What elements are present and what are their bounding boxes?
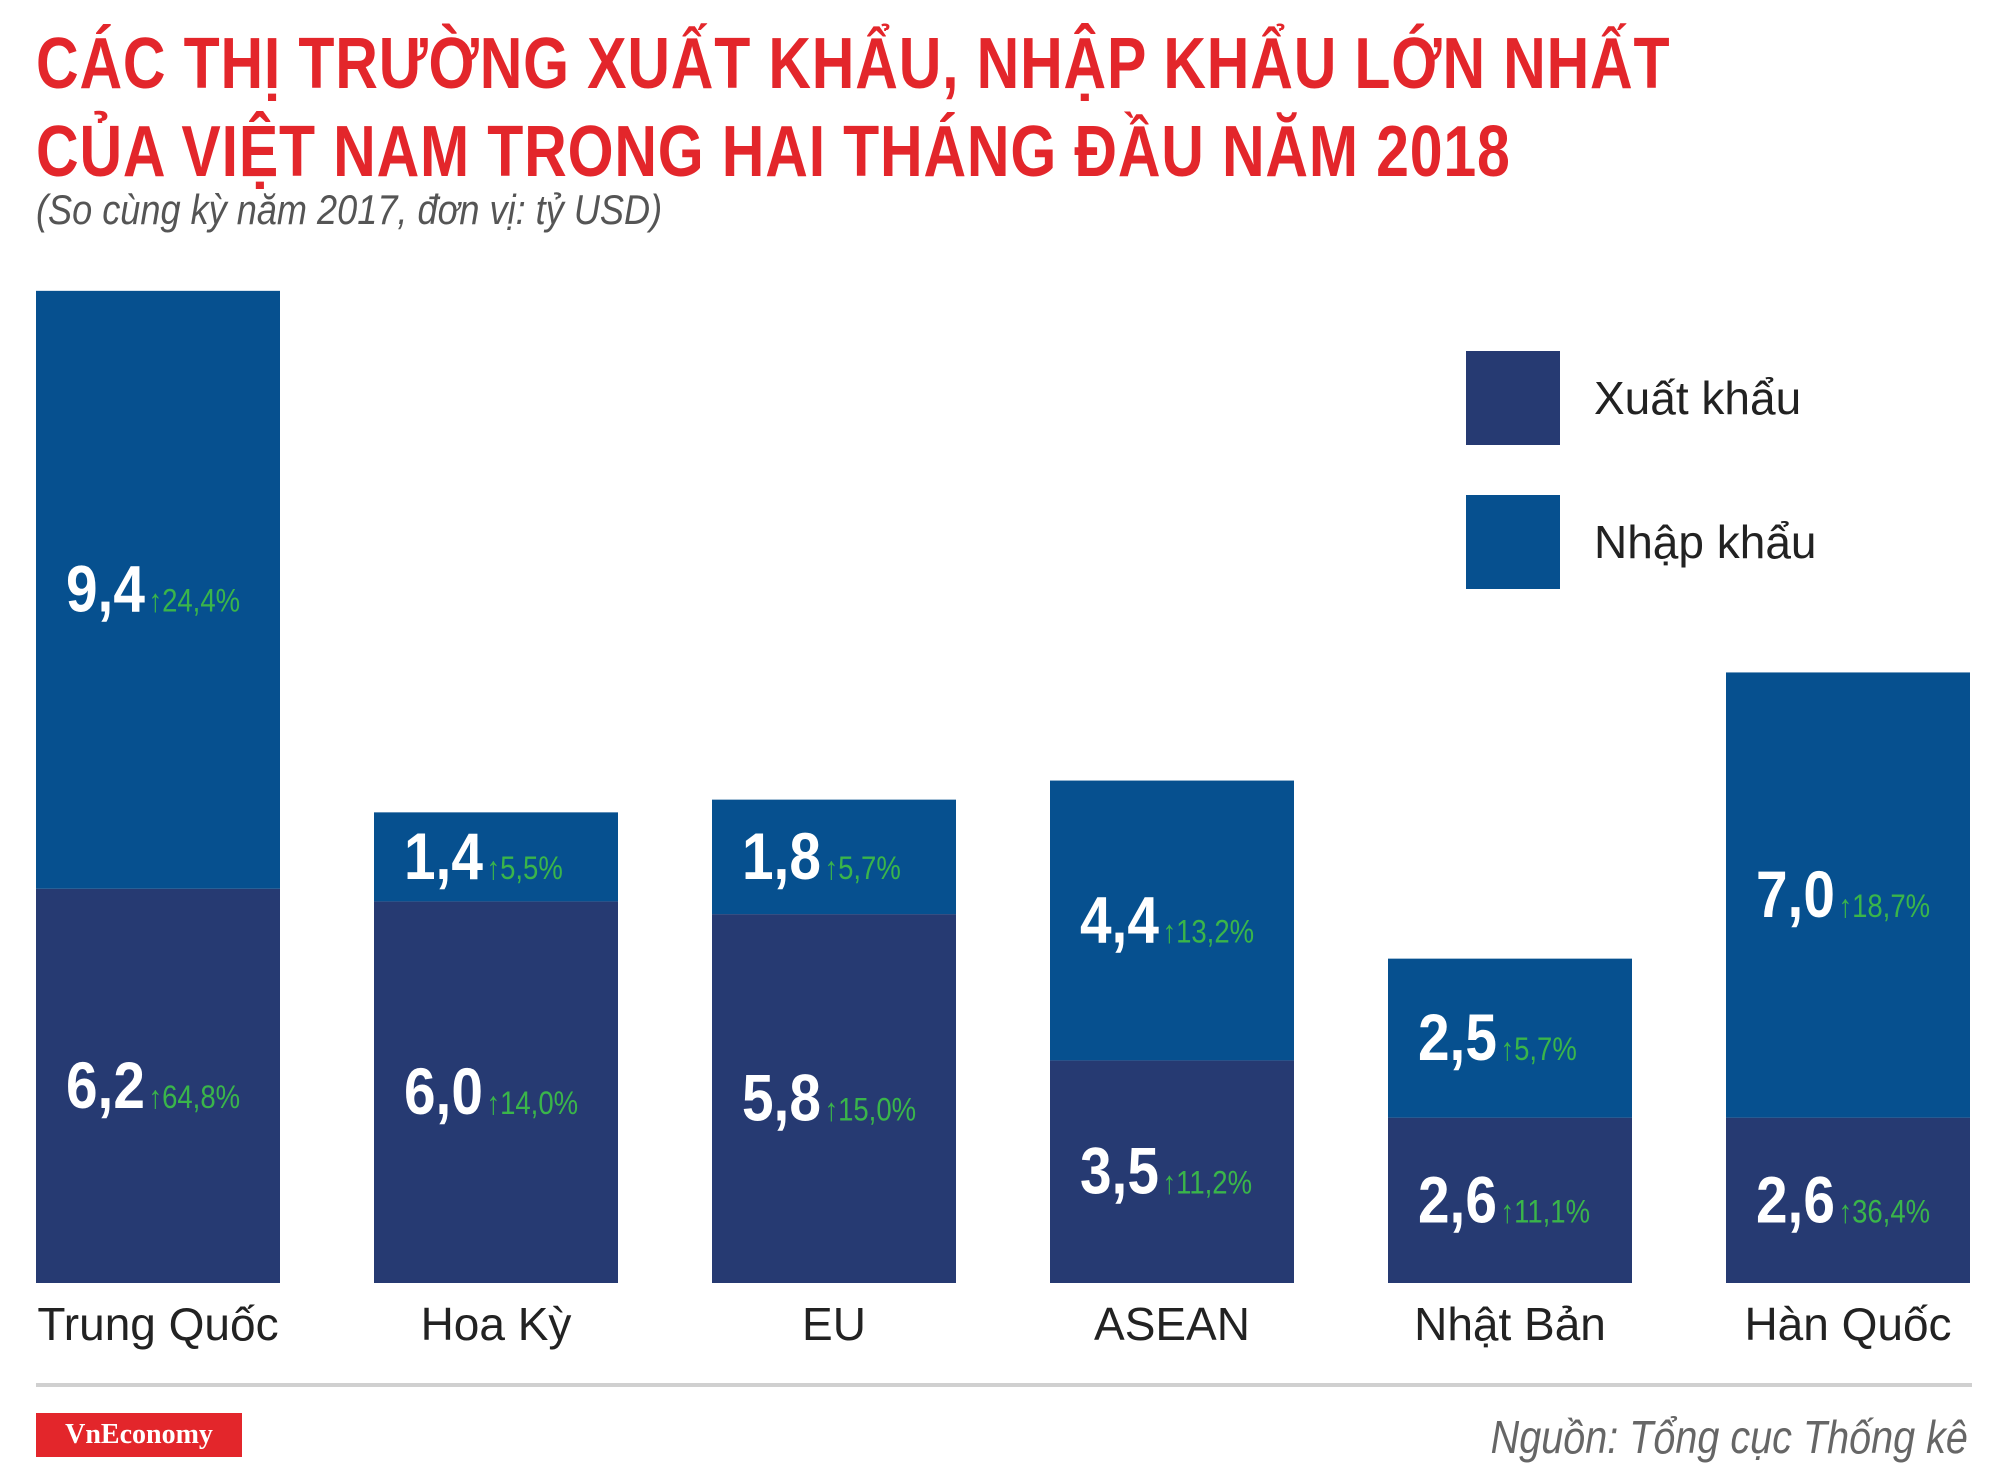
legend-label-1: Nhập khẩu: [1594, 516, 1817, 568]
import-3-growth: ↑13,2%: [1162, 915, 1254, 950]
bar-import-0: [36, 290, 280, 889]
import-2-growth: ↑5,7%: [824, 851, 900, 886]
export-1-value: 6,0: [404, 1055, 483, 1129]
export-0-value: 6,2: [66, 1049, 145, 1123]
vneconomy-logo: VnEconomy: [36, 1413, 242, 1457]
import-0-label: 9,4 ↑24,4%: [66, 553, 240, 627]
category-label-1: Hoa Kỳ: [421, 1298, 572, 1350]
import-1-label: 1,4 ↑5,5%: [404, 820, 563, 894]
footer-divider: [36, 1383, 1972, 1387]
import-5-growth: ↑18,7%: [1838, 889, 1930, 924]
export-2-label: 5,8 ↑15,0%: [742, 1062, 916, 1136]
stacked-bar-chart: 6,2 ↑64,8% 9,4 ↑24,4% Trung Quốc 6,0 ↑14,0% 1,4…: [36, 290, 1970, 1350]
export-4-label: 2,6 ↑11,1%: [1418, 1163, 1590, 1237]
bar-export-3: [1050, 1060, 1294, 1283]
export-0-growth: ↑64,8%: [148, 1080, 240, 1115]
export-3-growth: ↑11,2%: [1162, 1166, 1252, 1201]
bar-export-4: [1388, 1117, 1632, 1283]
export-3-label: 3,5 ↑11,2%: [1080, 1135, 1252, 1209]
bar-export-5: [1726, 1117, 1970, 1283]
export-4-growth: ↑11,1%: [1500, 1194, 1590, 1229]
import-2-value: 1,8: [742, 820, 821, 894]
export-4-value: 2,6: [1418, 1163, 1497, 1237]
bar-import-5: [1726, 672, 1970, 1118]
bar-export-2: [712, 914, 956, 1283]
category-label-0: Trung Quốc: [37, 1298, 278, 1350]
title-line-2: CỦA VIỆT NAM TRONG HAI THÁNG ĐẦU NĂM 201…: [36, 112, 1511, 192]
export-0-label: 6,2 ↑64,8%: [66, 1049, 240, 1123]
import-0-value: 9,4: [66, 553, 145, 627]
export-5-growth: ↑36,4%: [1838, 1194, 1930, 1229]
source-note: Nguồn: Tổng cục Thống kê: [1490, 1411, 1968, 1463]
export-2-value: 5,8: [742, 1062, 821, 1136]
bar-import-4: [1388, 958, 1632, 1118]
chart-title: CÁC THỊ TRƯỜNG XUẤT KHẨU, NHẬP KHẨU LỚN …: [36, 20, 1671, 196]
import-3-label: 4,4 ↑13,2%: [1080, 884, 1254, 958]
category-label-5: Hàn Quốc: [1744, 1298, 1951, 1350]
export-3-value: 3,5: [1080, 1135, 1159, 1209]
chart-subtitle: (So cùng kỳ năm 2017, đơn vị: tỷ USD): [36, 186, 663, 233]
import-0-growth: ↑24,4%: [148, 584, 240, 619]
import-3-value: 4,4: [1080, 884, 1159, 958]
legend-swatch-1: [1466, 495, 1560, 589]
export-5-value: 2,6: [1756, 1163, 1835, 1237]
legend-label-0: Xuất khẩu: [1594, 372, 1801, 424]
export-1-growth: ↑14,0%: [486, 1086, 578, 1121]
export-1-label: 6,0 ↑14,0%: [404, 1055, 578, 1129]
import-5-value: 7,0: [1756, 858, 1835, 932]
bar-import-3: [1050, 780, 1294, 1061]
import-4-label: 2,5 ↑5,7%: [1418, 1001, 1577, 1075]
import-2-label: 1,8 ↑5,7%: [742, 820, 901, 894]
export-2-growth: ↑15,0%: [824, 1093, 916, 1128]
category-label-4: Nhật Bản: [1414, 1298, 1606, 1350]
bar-import-1: [374, 812, 618, 902]
bar-import-2: [712, 799, 956, 915]
category-label-2: EU: [802, 1298, 866, 1350]
category-label-3: ASEAN: [1094, 1298, 1250, 1350]
export-5-label: 2,6 ↑36,4%: [1756, 1163, 1930, 1237]
import-5-label: 7,0 ↑18,7%: [1756, 858, 1930, 932]
bar-export-0: [36, 888, 280, 1283]
import-1-value: 1,4: [404, 820, 483, 894]
import-1-growth: ↑5,5%: [486, 851, 562, 886]
bar-export-1: [374, 901, 618, 1283]
import-4-value: 2,5: [1418, 1001, 1497, 1075]
title-line-1: CÁC THỊ TRƯỜNG XUẤT KHẨU, NHẬP KHẨU LỚN …: [36, 24, 1671, 104]
import-4-growth: ↑5,7%: [1500, 1032, 1576, 1067]
legend-swatch-0: [1466, 351, 1560, 445]
